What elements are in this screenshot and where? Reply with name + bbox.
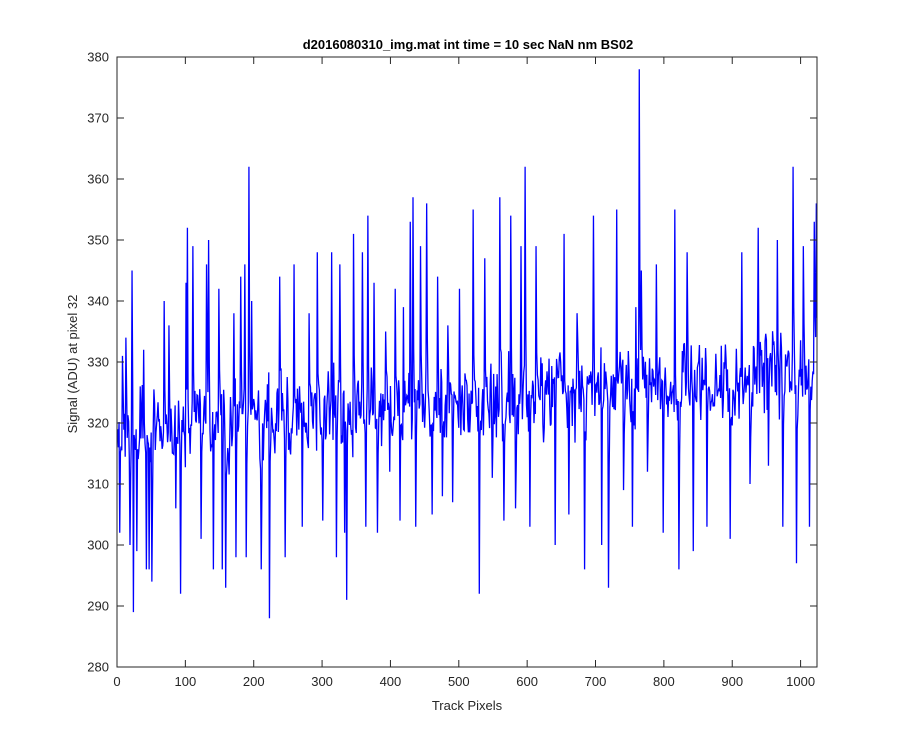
chart-title: d2016080310_img.mat int time = 10 sec Na… xyxy=(303,37,634,52)
x-tick-label: 100 xyxy=(175,674,197,689)
y-tick-label: 340 xyxy=(87,294,109,309)
x-tick-label: 700 xyxy=(585,674,607,689)
y-tick-label: 380 xyxy=(87,50,109,65)
x-axis: 0 100 200 300 400 500 600 700 800 900 1000 xyxy=(113,57,815,689)
x-tick-label: 600 xyxy=(516,674,538,689)
y-tick-label: 280 xyxy=(87,660,109,675)
series-line xyxy=(117,69,817,619)
y-tick-label: 320 xyxy=(87,416,109,431)
x-axis-label: Track Pixels xyxy=(432,698,503,713)
y-tick-label: 330 xyxy=(87,355,109,370)
y-tick-label: 350 xyxy=(87,233,109,248)
x-tick-label: 800 xyxy=(653,674,675,689)
x-tick-label: 400 xyxy=(380,674,402,689)
x-tick-label: 300 xyxy=(311,674,333,689)
y-axis: 280 290 300 310 320 330 340 350 360 370 380 xyxy=(87,50,817,675)
x-tick-label: 500 xyxy=(448,674,470,689)
x-tick-label: 0 xyxy=(113,674,120,689)
x-tick-label: 1000 xyxy=(786,674,815,689)
plot-area xyxy=(117,69,817,619)
x-tick-label: 900 xyxy=(721,674,743,689)
y-axis-label: Signal (ADU) at pixel 32 xyxy=(65,295,80,434)
axes-box xyxy=(116,56,818,668)
y-tick-label: 360 xyxy=(87,172,109,187)
y-tick-label: 310 xyxy=(87,477,109,492)
x-tick-label: 200 xyxy=(243,674,265,689)
y-tick-label: 290 xyxy=(87,599,109,614)
y-tick-label: 300 xyxy=(87,538,109,553)
y-tick-label: 370 xyxy=(87,111,109,126)
